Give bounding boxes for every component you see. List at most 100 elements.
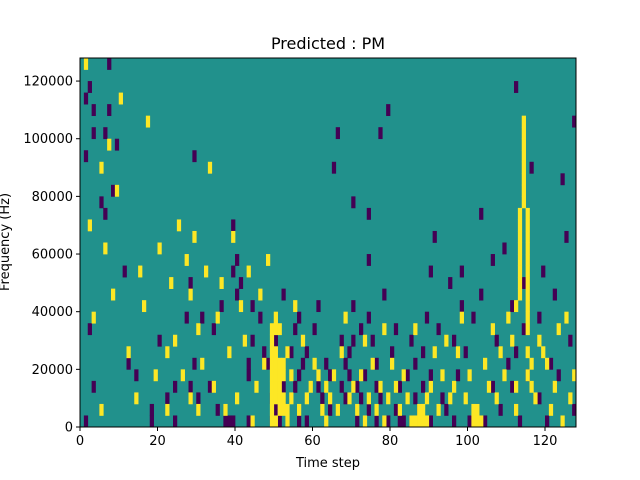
heatmap-cell-high bbox=[467, 369, 472, 382]
heatmap-cell-high bbox=[525, 346, 530, 359]
heatmap-cell-low bbox=[390, 346, 395, 359]
heatmap-cell-high bbox=[269, 334, 275, 347]
heatmap-cell-high bbox=[459, 311, 464, 324]
heatmap-cell-high bbox=[452, 380, 457, 393]
heatmap-cell-high bbox=[145, 115, 151, 128]
y-tick-label: 60000 bbox=[32, 248, 73, 263]
heatmap-cell-high bbox=[517, 219, 523, 232]
heatmap-cell-high bbox=[269, 403, 275, 416]
heatmap-cell-high bbox=[273, 357, 278, 370]
heatmap-cell-low bbox=[134, 369, 139, 382]
heatmap-cell-high bbox=[448, 392, 453, 405]
heatmap-cell-low bbox=[455, 369, 461, 382]
heatmap-cell-high bbox=[568, 392, 573, 405]
heatmap-cell-high bbox=[463, 392, 468, 405]
heatmap-cell-high bbox=[428, 380, 433, 393]
heatmap-cell-low bbox=[393, 403, 399, 416]
heatmap-cell-high bbox=[521, 184, 526, 197]
heatmap-cell-high bbox=[289, 369, 294, 382]
heatmap-cell-low bbox=[432, 230, 437, 243]
heatmap-cell-high bbox=[180, 369, 185, 382]
heatmap-cell-low bbox=[250, 334, 255, 347]
heatmap-cell-high bbox=[525, 242, 530, 255]
heatmap-cell-high bbox=[215, 311, 220, 324]
heatmap-cell-low bbox=[564, 230, 569, 243]
heatmap-cell-low bbox=[188, 380, 193, 393]
heatmap-cell-high bbox=[126, 346, 131, 359]
heatmap-cell-high bbox=[262, 357, 267, 370]
heatmap-cell-high bbox=[111, 288, 116, 301]
heatmap-cell-low bbox=[246, 369, 251, 382]
heatmap-cell-high bbox=[514, 403, 519, 416]
heatmap-cell-high bbox=[401, 369, 406, 382]
heatmap-cell-low bbox=[362, 369, 368, 382]
heatmap-cell-low bbox=[483, 415, 488, 428]
heatmap-cell-high bbox=[192, 230, 197, 243]
heatmap-cell-high bbox=[455, 346, 461, 359]
heatmap-cell-low bbox=[297, 311, 302, 324]
heatmap-cell-low bbox=[335, 127, 340, 140]
heatmap-cell-low bbox=[521, 323, 526, 336]
heatmap-cell-low bbox=[103, 207, 108, 220]
heatmap-cell-high bbox=[514, 380, 519, 393]
heatmap-cell-high bbox=[537, 334, 542, 347]
heatmap-cell-high bbox=[231, 230, 236, 243]
heatmap-cell-high bbox=[351, 380, 356, 393]
plot-area bbox=[79, 57, 577, 428]
heatmap-cell-low bbox=[273, 403, 278, 416]
heatmap-cell-low bbox=[560, 173, 565, 186]
heatmap-cell-low bbox=[235, 254, 240, 266]
heatmap-cell-high bbox=[138, 265, 143, 278]
heatmap-cell-low bbox=[87, 81, 92, 93]
heatmap-cell-high bbox=[277, 357, 282, 370]
heatmap-cell-high bbox=[250, 415, 255, 428]
heatmap-cell-low bbox=[122, 265, 127, 278]
heatmap-cell-low bbox=[196, 392, 201, 405]
heatmap-cell-low bbox=[231, 219, 236, 232]
heatmap-cell-low bbox=[262, 346, 267, 359]
heatmap-cell-low bbox=[421, 380, 426, 393]
heatmap-cell-high bbox=[188, 288, 193, 301]
heatmap-cell-high bbox=[242, 334, 247, 347]
heatmap-cell-low bbox=[448, 277, 453, 289]
y-tick-label: 20000 bbox=[32, 363, 73, 378]
heatmap-cell-high bbox=[273, 311, 278, 324]
heatmap-cell-high bbox=[366, 392, 371, 405]
heatmap-cell-high bbox=[424, 415, 430, 428]
heatmap-cell-low bbox=[316, 380, 321, 393]
heatmap-cell-low bbox=[343, 392, 348, 405]
heatmap-cell-high bbox=[405, 392, 410, 405]
heatmap-cell-high bbox=[525, 230, 530, 243]
heatmap-cell-high bbox=[525, 219, 530, 232]
heatmap-cell-high bbox=[273, 415, 278, 428]
chart-title: Predicted : PM bbox=[271, 34, 385, 53]
heatmap-cell-low bbox=[401, 415, 406, 428]
heatmap-cell-low bbox=[541, 265, 546, 278]
heatmap-cell-high bbox=[335, 403, 340, 416]
heatmap-cell-high bbox=[362, 415, 368, 428]
heatmap-cell-low bbox=[351, 300, 356, 313]
heatmap-cell-high bbox=[273, 392, 278, 405]
heatmap-cell-high bbox=[300, 334, 306, 347]
heatmap-cell-high bbox=[471, 403, 476, 416]
heatmap-cell-high bbox=[273, 369, 278, 382]
plot-frame bbox=[79, 57, 577, 428]
heatmap-cell-high bbox=[378, 380, 383, 393]
heatmap-cell-high bbox=[114, 184, 120, 197]
heatmap-cell-low bbox=[103, 127, 108, 140]
heatmap-cell-low bbox=[444, 403, 449, 416]
heatmap-cell-low bbox=[328, 403, 333, 416]
heatmap-cell-high bbox=[196, 323, 201, 336]
heatmap-cell-high bbox=[521, 173, 526, 186]
heatmap-cell-low bbox=[149, 403, 154, 416]
heatmap-cell-low bbox=[324, 357, 329, 370]
heatmap-cell-high bbox=[471, 415, 476, 428]
heatmap-cell-low bbox=[312, 323, 317, 336]
heatmap-cell-low bbox=[184, 311, 189, 324]
heatmap-cell-low bbox=[498, 403, 503, 416]
heatmap-cell-high bbox=[525, 300, 530, 313]
y-tick-label: 120000 bbox=[23, 75, 73, 90]
heatmap-cell-low bbox=[343, 357, 348, 370]
heatmap-cell-low bbox=[405, 369, 410, 382]
heatmap-cell-high bbox=[475, 415, 480, 428]
